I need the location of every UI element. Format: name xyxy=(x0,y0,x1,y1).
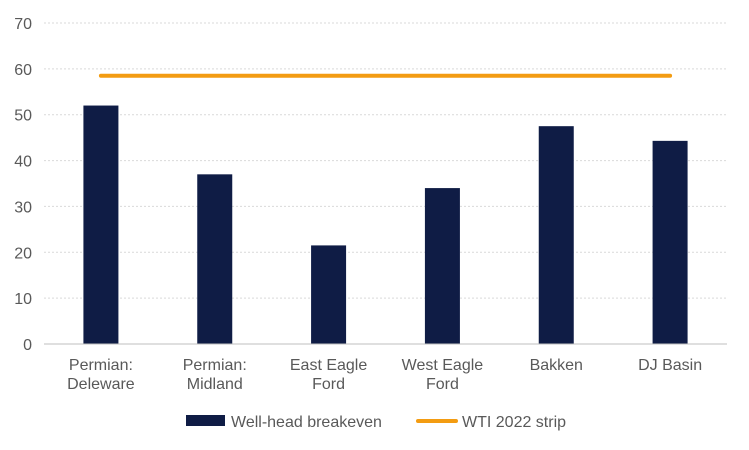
x-tick-label: Permian: xyxy=(69,357,133,374)
legend-label-bar: Well-head breakeven xyxy=(231,414,382,431)
y-tick-label: 50 xyxy=(14,108,32,125)
bar xyxy=(652,140,688,344)
y-tick-label: 60 xyxy=(14,62,32,79)
bar xyxy=(424,188,460,344)
bar xyxy=(538,126,574,344)
y-tick-label: 20 xyxy=(14,245,32,262)
legend-swatch-bar xyxy=(186,415,225,426)
axes: 0 10 20 30 40 50 60 70 Permian: Deleware Permian: M… xyxy=(14,16,727,393)
gridlines xyxy=(44,22,727,299)
bar xyxy=(197,174,233,344)
y-tick-label: 0 xyxy=(23,337,32,354)
x-tick-label: Permian: xyxy=(183,357,247,374)
x-tick-label: Ford xyxy=(426,376,459,393)
bar xyxy=(83,105,119,345)
x-tick-label: Midland xyxy=(187,376,243,393)
y-tick-label: 40 xyxy=(14,154,32,171)
x-tick-label: West Eagle xyxy=(402,357,484,374)
x-tick-label: Ford xyxy=(312,376,345,393)
x-tick-label: Deleware xyxy=(67,376,135,393)
x-tick-label: Bakken xyxy=(530,357,583,374)
x-tick-label: DJ Basin xyxy=(638,357,702,374)
bar xyxy=(311,245,347,344)
legend-label-line: WTI 2022 strip xyxy=(462,414,566,431)
y-tick-label: 70 xyxy=(14,16,32,33)
y-tick-label: 10 xyxy=(14,291,32,308)
x-tick-label: East Eagle xyxy=(290,357,367,374)
y-tick-label: 30 xyxy=(14,199,32,216)
bar-series xyxy=(83,105,688,345)
legend: Well-head breakeven WTI 2022 strip xyxy=(186,414,566,431)
